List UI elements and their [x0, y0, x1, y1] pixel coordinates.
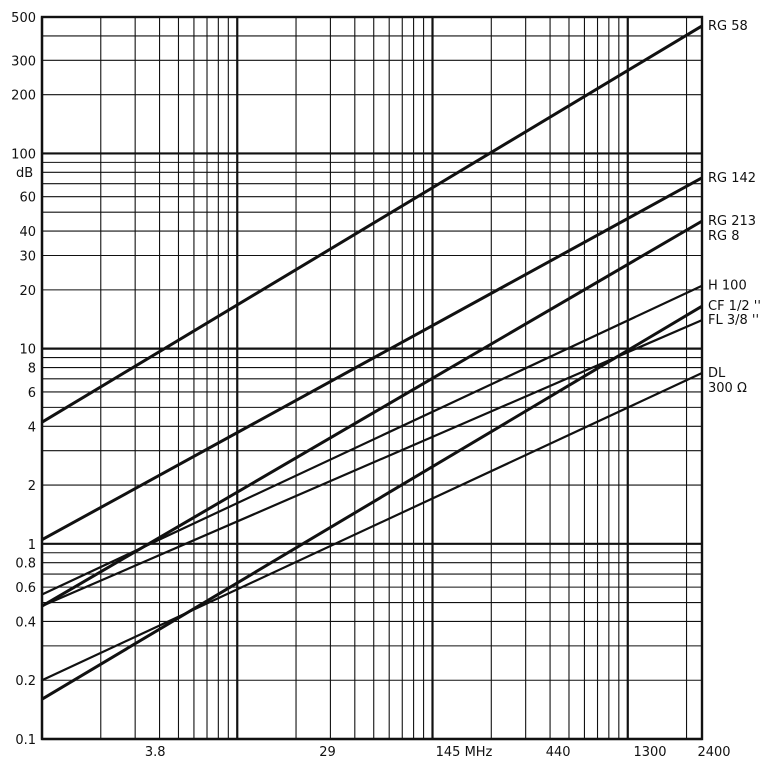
series-label: RG 142	[708, 171, 756, 186]
y-tick-label: 0.2	[15, 674, 36, 689]
y-axis-labels: 0.1 0.2 0.4 0.6 0.8 1 2 4 6 8 10 20 30 40 60 100 200 300 5…	[11, 11, 36, 748]
series-label: CF 1/2 ''	[708, 299, 761, 314]
y-tick-label: 60	[19, 191, 36, 206]
series-label: RG 8	[708, 229, 740, 244]
y-tick-label: 4	[28, 420, 36, 435]
x-axis-labels: 3.8 29 145 MHz 440 1300 2400	[145, 745, 731, 760]
y-tick-label: 300	[11, 54, 36, 69]
series-line	[41, 372, 703, 682]
series-line	[41, 319, 703, 608]
series-label: H 100	[708, 279, 747, 294]
y-tick-label: 0.1	[15, 733, 36, 748]
series-label: FL 3/8 ''	[708, 313, 759, 328]
y-tick-label: 0.4	[15, 615, 36, 630]
y-tick-label: 6	[28, 386, 36, 401]
series-line	[41, 176, 703, 541]
series-layer	[41, 24, 703, 701]
series-line	[41, 284, 703, 596]
y-axis-label: dB	[16, 166, 33, 181]
series-label: DL	[708, 366, 726, 381]
grid	[40, 15, 704, 741]
y-tick-label: 2	[28, 479, 36, 494]
y-tick-label: 0.8	[15, 557, 36, 572]
x-tick-label: 145 MHz	[436, 745, 493, 760]
y-tick-label: 40	[19, 225, 36, 240]
y-tick-label: 20	[19, 284, 36, 299]
series-label: RG 213	[708, 214, 756, 229]
x-tick-label: 1300	[633, 745, 666, 760]
x-tick-label: 440	[546, 745, 571, 760]
x-tick-label: 3.8	[145, 745, 166, 760]
y-tick-label: 500	[11, 11, 36, 26]
x-tick-label: 29	[319, 745, 336, 760]
y-tick-label: 0.6	[15, 581, 36, 596]
y-tick-label: 10	[19, 343, 36, 358]
y-tick-label: 30	[19, 249, 36, 264]
plot-frame	[40, 15, 704, 741]
y-tick-label: 200	[11, 89, 36, 104]
series-label: 300 Ω	[708, 381, 747, 396]
y-tick-label: 8	[28, 362, 36, 377]
series-line	[41, 304, 703, 701]
y-tick-label: 100	[11, 147, 36, 162]
series-line	[41, 24, 703, 424]
y-tick-label: 1	[28, 538, 36, 553]
x-tick-label: 2400	[697, 745, 730, 760]
series-label: RG 58	[708, 19, 748, 34]
